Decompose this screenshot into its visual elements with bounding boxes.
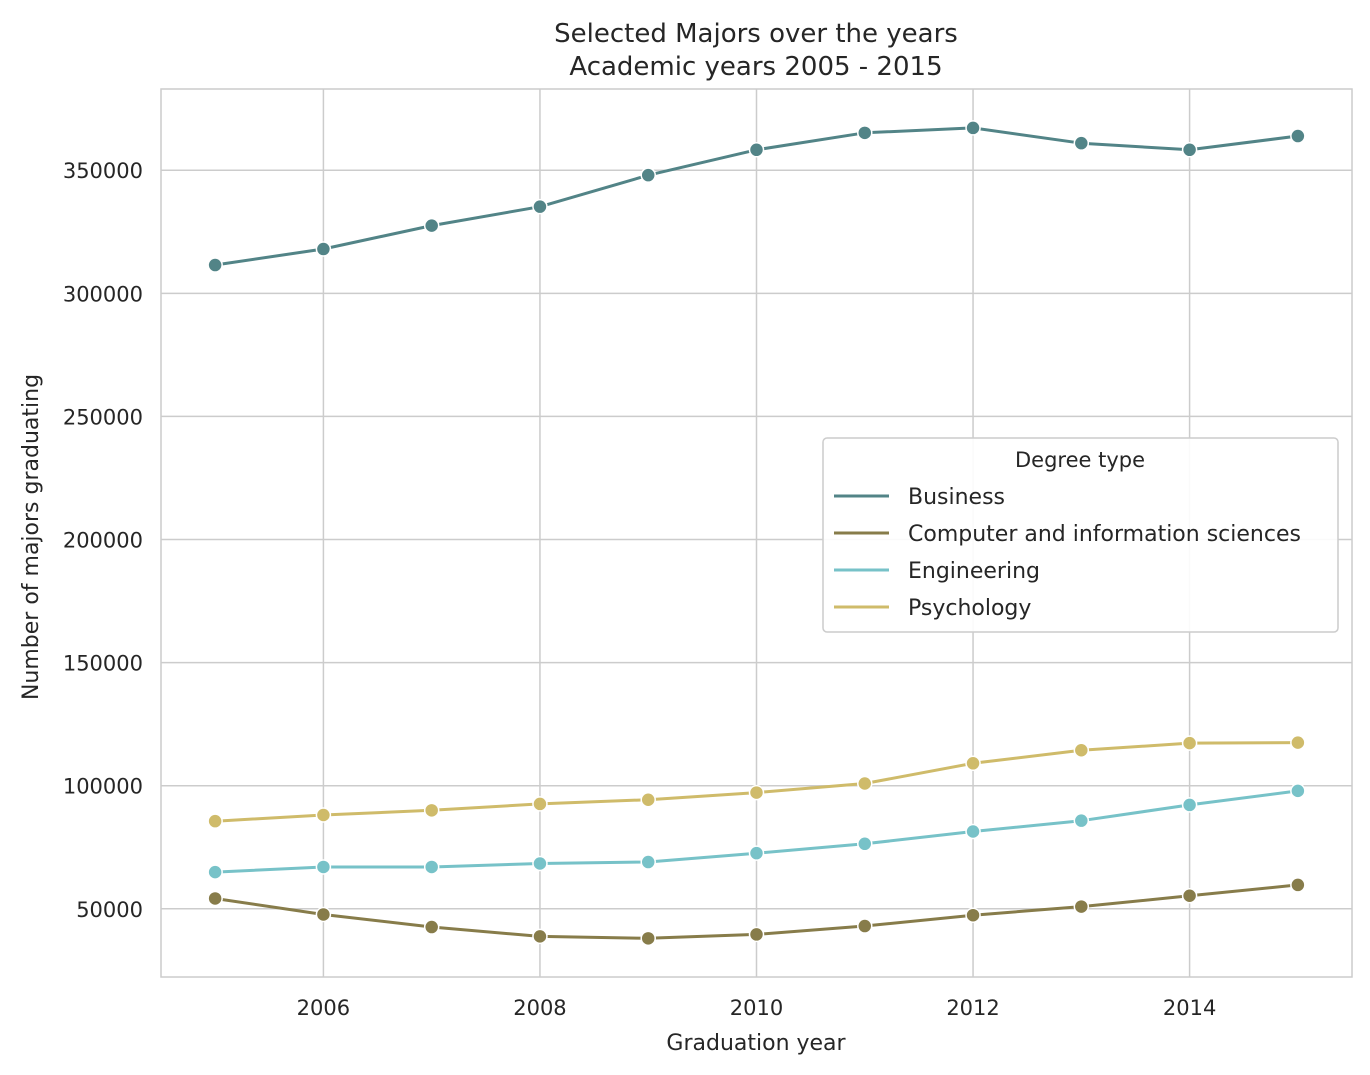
data-point: [532, 796, 548, 812]
x-axis-label: Graduation year: [666, 1031, 846, 1056]
data-point: [315, 859, 332, 875]
data-point: [1073, 898, 1090, 915]
y-axis-label: Number of majors graduating: [19, 374, 44, 700]
series-business: [207, 120, 1306, 273]
data-point: [640, 791, 656, 808]
data-point: [748, 784, 765, 801]
data-point: [1181, 888, 1198, 904]
y-tick-label: 300000: [63, 282, 143, 306]
data-point: [1290, 128, 1306, 144]
series-psychology: [207, 734, 1306, 829]
chart-title: Selected Majors over the years: [554, 19, 958, 49]
data-point: [423, 217, 440, 234]
y-tick-label: 350000: [63, 159, 143, 183]
data-point: [640, 167, 656, 183]
data-point: [532, 855, 548, 872]
data-point: [207, 257, 223, 273]
grid-lines: [161, 89, 1352, 977]
y-tick-label: 100000: [63, 775, 143, 799]
data-point: [1181, 142, 1198, 158]
x-tick-label: 2008: [513, 996, 566, 1020]
data-point: [965, 755, 981, 772]
data-point: [423, 802, 440, 819]
data-point: [640, 930, 656, 947]
data-point: [857, 918, 873, 934]
data-point: [857, 775, 873, 792]
data-point: [207, 813, 223, 829]
x-tick-label: 2012: [946, 996, 999, 1020]
y-tick-label: 50000: [76, 898, 143, 922]
data-point: [207, 864, 223, 880]
data-point: [1290, 877, 1306, 893]
legend-label: Psychology: [908, 596, 1031, 621]
series-computer-and-information-sciences: [207, 877, 1306, 947]
data-point: [1181, 735, 1198, 751]
data-point: [1181, 797, 1198, 813]
legend-title: Degree type: [1015, 448, 1145, 472]
legend-items: Business Computer and information science…: [834, 485, 1301, 621]
data-point: [1290, 783, 1306, 799]
series-engineering: [207, 783, 1306, 880]
x-tick-label: 2006: [297, 996, 350, 1020]
data-point: [965, 823, 981, 840]
y-tick-label: 200000: [63, 529, 143, 553]
x-tick-label: 2010: [730, 996, 783, 1020]
data-point: [1073, 742, 1090, 759]
data-point: [965, 120, 981, 136]
data-point: [315, 906, 332, 923]
data-point: [748, 142, 765, 158]
y-tick-label: 250000: [63, 405, 143, 429]
legend-label: Business: [908, 485, 1005, 510]
data-point: [748, 845, 765, 861]
legend-label: Engineering: [908, 559, 1040, 584]
data-point: [532, 198, 548, 215]
data-point: [315, 241, 332, 257]
chart-subtitle: Academic years 2005 - 2015: [569, 52, 942, 82]
axis-ticks: 2006 2008 2010 2012 2014 50000 100000 150000 200…: [63, 159, 1216, 1020]
data-point: [423, 859, 440, 875]
data-point: [423, 919, 440, 935]
legend-label: Computer and information sciences: [908, 522, 1301, 547]
legend: Degree type Business Computer and informa…: [822, 437, 1339, 633]
data-point: [207, 890, 223, 907]
data-point: [1073, 812, 1090, 829]
data-point: [748, 926, 765, 943]
y-tick-label: 150000: [63, 652, 143, 676]
data-point: [1073, 135, 1090, 151]
data-series: [207, 120, 1306, 947]
data-point: [857, 125, 873, 141]
data-point: [857, 836, 873, 852]
x-tick-label: 2014: [1163, 996, 1216, 1020]
plot-frame: [160, 88, 1353, 978]
data-point: [532, 928, 548, 945]
data-point: [640, 854, 656, 870]
data-point: [1290, 734, 1306, 751]
legend-box: [822, 437, 1339, 633]
data-point: [965, 907, 981, 923]
data-point: [315, 807, 332, 823]
